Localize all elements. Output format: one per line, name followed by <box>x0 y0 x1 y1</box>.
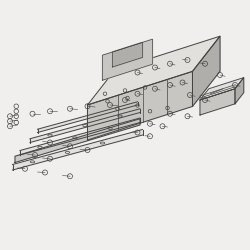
Polygon shape <box>192 36 220 106</box>
Polygon shape <box>112 42 142 67</box>
Polygon shape <box>15 119 140 162</box>
Polygon shape <box>200 78 244 100</box>
Polygon shape <box>88 36 220 105</box>
Polygon shape <box>102 39 152 80</box>
Polygon shape <box>200 89 235 115</box>
Polygon shape <box>88 72 192 140</box>
Polygon shape <box>38 102 138 132</box>
Polygon shape <box>30 109 140 142</box>
Polygon shape <box>20 118 140 155</box>
Polygon shape <box>235 78 244 104</box>
Polygon shape <box>12 130 142 170</box>
